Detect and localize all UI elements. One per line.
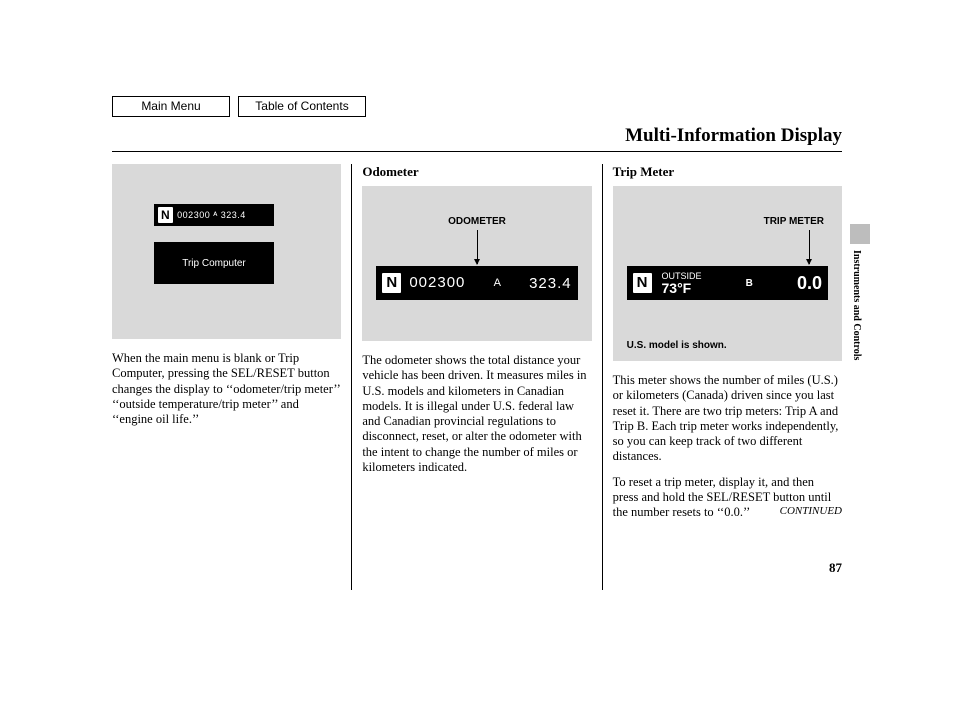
column-3: Trip Meter TRIP METER N OUTSIDE 73°F B 0…: [602, 164, 842, 590]
trip-a-indicator: A: [494, 277, 501, 289]
title-rule: [112, 151, 842, 152]
trip-value: 323.4: [529, 275, 572, 292]
column-2: Odometer ODOMETER N 002300 A 323.4 The o…: [351, 164, 601, 590]
continued-label: CONTINUED: [780, 505, 842, 518]
trip-b-indicator: B: [746, 278, 753, 289]
figure-menu-screens: N 002300 ᴬ 323.4 Trip Computer: [112, 164, 341, 339]
page-number: 87: [829, 560, 842, 576]
page-title: Multi-Information Display: [625, 125, 842, 147]
col1-paragraph: When the main menu is blank or Trip Comp…: [112, 351, 341, 427]
gear-n-indicator: N: [382, 273, 401, 293]
gear-n-indicator: N: [633, 273, 652, 293]
figure-odometer: ODOMETER N 002300 A 323.4: [362, 186, 591, 341]
section-tab: Instruments and Controls: [851, 250, 862, 360]
main-menu-button[interactable]: Main Menu: [112, 96, 230, 117]
trip-meter-arrow: [809, 230, 810, 264]
figure-trip-meter: TRIP METER N OUTSIDE 73°F B 0.0 U.S. mod…: [613, 186, 842, 361]
lcd-trip-computer: Trip Computer: [154, 242, 274, 284]
column-1: N 002300 ᴬ 323.4 Trip Computer When the …: [112, 164, 351, 590]
odometer-value: 002300: [409, 274, 465, 291]
trip-meter-heading: Trip Meter: [613, 164, 842, 180]
manual-page: Main Menu Table of Contents Multi-Inform…: [0, 0, 954, 710]
lcd-odometer-small: N 002300 ᴬ 323.4: [154, 204, 274, 226]
outside-temp-value: 73°F: [662, 280, 692, 296]
lcd-odometer-big: N 002300 A 323.4: [376, 266, 577, 300]
trip-computer-label: Trip Computer: [182, 258, 246, 269]
col2-paragraph: The odometer shows the total distance yo…: [362, 353, 591, 475]
lcd-trip-meter: N OUTSIDE 73°F B 0.0: [627, 266, 828, 300]
odometer-heading: Odometer: [362, 164, 591, 180]
col3-paragraph-1: This meter shows the number of miles (U.…: [613, 373, 842, 465]
trip-meter-value: 0.0: [797, 273, 822, 294]
odometer-callout-label: ODOMETER: [362, 216, 591, 227]
lcd-small-values: 002300 ᴬ 323.4: [177, 210, 246, 220]
gear-n-indicator: N: [158, 207, 173, 223]
content-columns: N 002300 ᴬ 323.4 Trip Computer When the …: [112, 164, 842, 590]
trip-meter-callout-label: TRIP METER: [764, 216, 824, 227]
toc-button[interactable]: Table of Contents: [238, 96, 366, 117]
top-nav: Main Menu Table of Contents: [112, 96, 366, 117]
odometer-arrow: [477, 230, 478, 264]
us-model-note: U.S. model is shown.: [627, 340, 727, 351]
outside-temp-block: OUTSIDE 73°F: [662, 272, 702, 295]
side-tab-marker: [850, 224, 870, 244]
col3-paragraph-2: To reset a trip meter, display it, and t…: [613, 475, 842, 521]
